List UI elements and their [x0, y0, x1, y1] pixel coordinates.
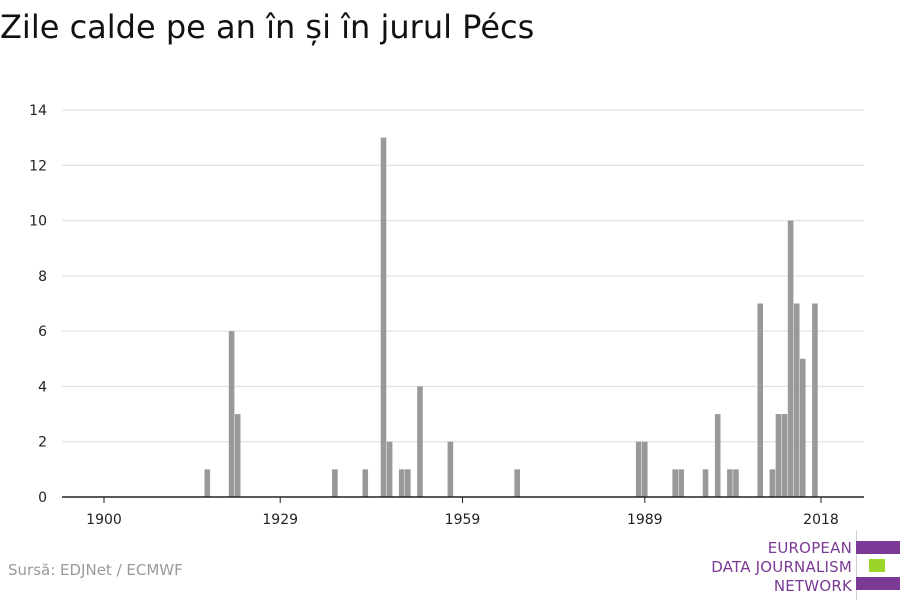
bar	[793, 303, 800, 497]
bar	[775, 414, 782, 497]
chart-title: Zile calde pe an în și în jurul Pécs	[0, 8, 535, 46]
bar	[447, 441, 454, 497]
logo-line-3: NETWORK	[773, 577, 852, 595]
y-tick-label: 6	[38, 324, 47, 340]
bar	[514, 469, 520, 497]
edjnet-logo: EUROPEAN DATA JOURNALISM NETWORK	[706, 530, 900, 600]
y-tick-label: 8	[38, 269, 47, 285]
bar	[678, 469, 685, 497]
logo-purple-bar-bottom	[856, 577, 900, 590]
x-tick-label: 2018	[803, 512, 839, 528]
bar	[769, 469, 776, 497]
x-tick-label: 1929	[262, 512, 298, 528]
bar	[812, 303, 818, 497]
x-tick-label: 1900	[86, 512, 122, 528]
bar	[787, 220, 794, 498]
bar	[386, 441, 393, 497]
gridlines	[62, 109, 864, 443]
y-tick-label: 4	[38, 379, 47, 395]
x-axis-ticks: 1900 1929 1959 1989 2018	[86, 497, 839, 528]
bar	[641, 441, 648, 497]
bar	[234, 414, 241, 497]
y-axis-ticks: 0 2 4 6 8 10 12 14	[29, 103, 47, 506]
bar	[727, 469, 733, 497]
source-note: Sursă: EDJNet / ECMWF	[8, 561, 183, 579]
x-tick-label: 1959	[445, 512, 481, 528]
bar	[702, 469, 709, 497]
logo-line-2: DATA JOURNALISM	[711, 558, 852, 576]
y-tick-label: 2	[38, 435, 47, 451]
bar	[714, 414, 721, 497]
logo-green-bar	[869, 559, 885, 572]
logo-line-1: EUROPEAN	[767, 539, 852, 557]
bar	[362, 469, 369, 497]
logo-purple-bar-top	[856, 541, 900, 554]
bar	[332, 469, 338, 497]
bar	[204, 469, 211, 497]
bar	[757, 303, 764, 497]
bar	[380, 137, 387, 497]
x-tick-label: 1989	[627, 512, 663, 528]
y-tick-label: 0	[38, 490, 47, 506]
bar	[417, 386, 423, 497]
logo-divider	[856, 530, 857, 600]
bar	[781, 414, 788, 497]
bar	[398, 469, 405, 497]
bar	[228, 331, 235, 497]
bar	[733, 469, 739, 497]
bar	[405, 469, 411, 497]
bars	[204, 137, 818, 498]
bar	[799, 358, 806, 497]
bar	[672, 469, 678, 497]
bar	[635, 441, 642, 497]
y-tick-label: 14	[29, 103, 47, 119]
y-tick-label: 12	[29, 158, 47, 174]
y-tick-label: 10	[29, 214, 47, 230]
